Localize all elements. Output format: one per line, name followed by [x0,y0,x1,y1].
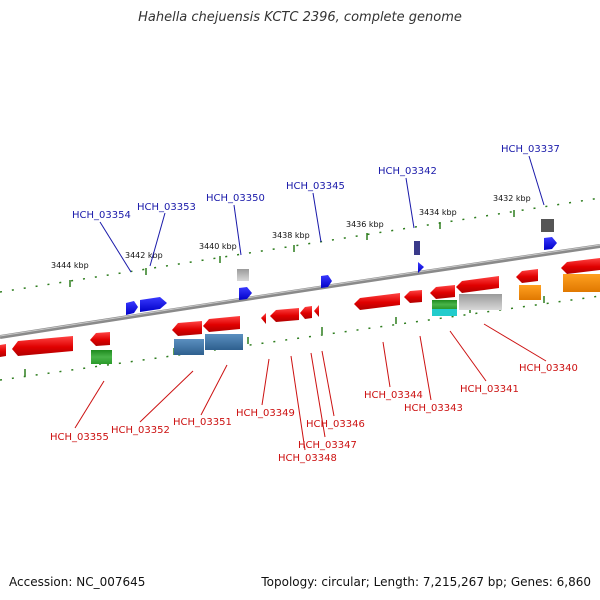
gene-hch-03355c[interactable] [90,332,110,346]
gene-hch-03351[interactable] [203,316,240,332]
gene-label-reverse[interactable]: HCH_03344 [364,390,423,401]
gene-hch-03342[interactable] [414,241,420,255]
gene-label-forward[interactable]: HCH_03337 [501,144,560,155]
kbp-label: 3434 kbp [419,208,457,217]
gene-label-forward[interactable]: HCH_03354 [72,210,131,221]
gene-hch-03344[interactable] [354,293,400,310]
gene-hch-03337-box[interactable] [541,219,554,232]
gene-hch-03355a[interactable] [0,344,6,357]
genome-backbone [0,244,600,339]
gene-hch-03352[interactable] [172,321,202,336]
gene-hch-03348[interactable] [270,308,299,322]
gene-label-forward[interactable]: HCH_03342 [378,166,437,177]
gene-hch-03352-steel[interactable] [174,339,204,355]
gene-label-reverse[interactable]: HCH_03343 [404,403,463,414]
gene-label-forward[interactable]: HCH_03350 [206,193,265,204]
gene-label-reverse[interactable]: HCH_03346 [306,419,365,430]
gene-hch-03341[interactable] [430,285,455,299]
genome-summary-text: Topology: circular; Length: 7,215,267 bp… [261,575,591,589]
forward-genes [126,219,557,315]
gene-hch-03353[interactable] [140,297,167,312]
gene-hch-03354[interactable] [126,301,138,315]
gene-hch-03343[interactable] [404,290,422,303]
kbp-label: 3444 kbp [51,261,89,270]
gene-hch-03350-box[interactable] [237,269,249,281]
gene-hch-03350[interactable] [239,287,252,300]
gene-hch-03341-green[interactable] [432,300,457,309]
gene-hch-03340b[interactable] [516,269,538,283]
gene-label-reverse[interactable]: HCH_03351 [173,417,232,428]
gene-hch-03340-gray[interactable] [459,294,502,310]
gene-label-forward[interactable]: HCH_03345 [286,181,345,192]
kbp-label: 3432 kbp [493,194,531,203]
kbp-label: 3440 kbp [199,242,237,251]
gene-label-reverse[interactable]: HCH_03348 [278,453,337,464]
gene-hch-03347[interactable] [300,306,312,319]
gene-label-reverse[interactable]: HCH_03355 [50,432,109,443]
gene-hch-03346[interactable] [314,305,319,317]
gene-label-forward[interactable]: HCH_03353 [137,202,196,213]
gene-hch-03339[interactable] [561,258,600,274]
gene-label-reverse[interactable]: HCH_03340 [519,363,578,374]
kbp-label: 3436 kbp [346,220,384,229]
reverse-tick-row [0,295,600,381]
map-title: Hahella chejuensis KCTC 2396, complete g… [138,10,462,25]
gene-hch-03339-orange[interactable] [563,274,600,292]
gene-label-reverse[interactable]: HCH_03347 [298,440,357,451]
accession-text: Accession: NC_007645 [9,575,146,589]
gene-label-reverse[interactable]: HCH_03341 [460,384,519,395]
forward-leaders [99,155,545,273]
gene-hch-03342-small[interactable] [418,262,424,273]
gene-hch-03337[interactable] [544,237,557,250]
gene-hch-03355b[interactable] [12,336,73,356]
gene-hch-03345[interactable] [321,275,332,288]
gene-hch-03341-cyan[interactable] [432,309,457,316]
gene-hch-03355-green[interactable] [91,350,112,364]
gene-hch-03340-orange[interactable] [519,285,541,300]
reverse-genes [0,258,600,364]
gene-hch-03351-steel[interactable] [205,334,243,350]
kbp-label: 3438 kbp [272,231,310,240]
gene-hch-03349[interactable] [261,313,266,324]
kbp-label: 3442 kbp [125,251,163,260]
gene-hch-03340a[interactable] [456,276,499,293]
reverse-leaders [74,323,547,451]
gene-label-reverse[interactable]: HCH_03349 [236,408,295,419]
gene-label-reverse[interactable]: HCH_03352 [111,425,170,436]
